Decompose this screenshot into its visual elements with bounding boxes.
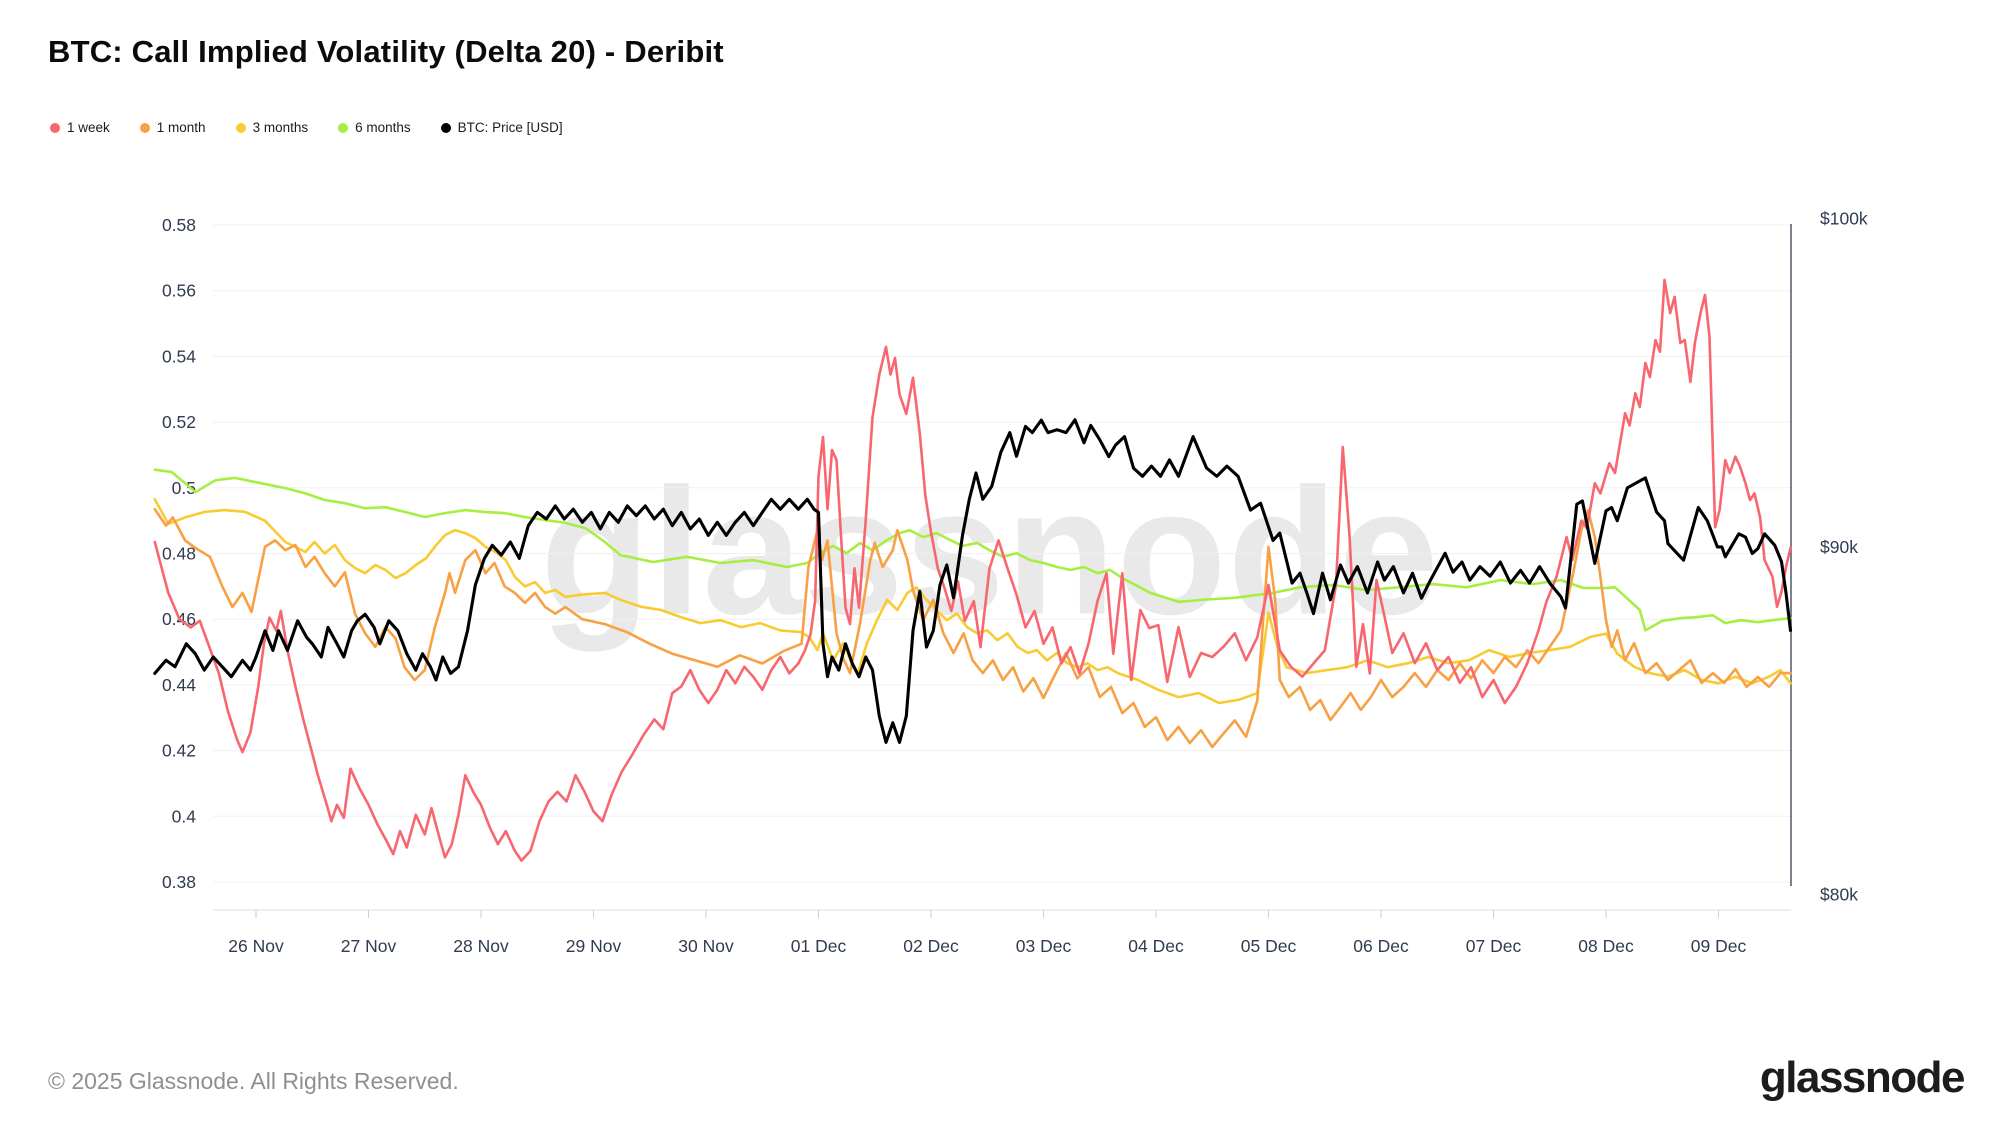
y-axis-tick-label: 0.54	[162, 346, 196, 366]
x-axis-tick-label: 02 Dec	[903, 936, 959, 956]
y-axis-tick-label: 0.56	[162, 281, 196, 301]
legend-dot-1-month	[139, 122, 150, 133]
x-axis-tick-label: 01 Dec	[791, 936, 847, 956]
legend-label: 3 months	[252, 120, 309, 135]
legend-item-1-week[interactable]: 1 week	[50, 120, 110, 135]
price-axis-tick-label: $100k	[1820, 208, 1868, 228]
x-axis-tick-label: 07 Dec	[1466, 936, 1522, 956]
chart-title: BTC: Call Implied Volatility (Delta 20) …	[48, 34, 724, 69]
legend-label: BTC: Price [USD]	[457, 120, 563, 135]
legend-label: 6 months	[355, 120, 411, 135]
y-axis-tick-label: 0.4	[172, 806, 197, 826]
price-axis-tick-label: $90k	[1820, 537, 1858, 557]
series-line-1-month	[153, 507, 1792, 749]
x-axis-tick-label: 29 Nov	[566, 936, 622, 956]
legend-dot-6-months	[338, 122, 349, 133]
x-axis-tick-label: 30 Nov	[678, 936, 734, 956]
y-axis-tick-label: 0.48	[162, 544, 196, 564]
price-axis-tick-label: $80k	[1820, 884, 1858, 904]
legend-item-3-months[interactable]: 3 months	[235, 120, 309, 135]
y-axis-tick-label: 0.42	[162, 741, 196, 761]
legend-dot-btc-price-usd	[440, 122, 451, 133]
legend-dot-3-months	[235, 122, 246, 133]
x-axis-tick-label: 28 Nov	[453, 936, 509, 956]
legend-dot-1-week	[50, 122, 60, 133]
y-axis-tick-label: 0.38	[162, 872, 196, 892]
legend-label: 1 month	[156, 120, 206, 135]
series-line-btc-price-usd	[153, 418, 1793, 744]
copyright-text: © 2025 Glassnode. All Rights Reserved.	[48, 1068, 459, 1094]
legend: 1 week 1 month 3 months 6 months BTC: Price …	[50, 120, 563, 135]
x-axis-tick-label: 26 Nov	[228, 936, 284, 956]
x-axis-tick-label: 09 Dec	[1691, 936, 1747, 956]
x-axis-tick-label: 06 Dec	[1353, 936, 1409, 956]
legend-item-btc-price-usd[interactable]: BTC: Price [USD]	[440, 120, 563, 135]
x-axis-tick-label: 27 Nov	[341, 936, 397, 956]
y-axis-tick-label: 0.5	[172, 478, 196, 498]
y-axis-tick-label: 0.58	[162, 215, 196, 235]
x-axis-tick-label: 05 Dec	[1241, 936, 1297, 956]
x-axis-tick-label: 03 Dec	[1016, 936, 1072, 956]
y-axis-tick-label: 0.44	[162, 675, 196, 695]
legend-item-6-months[interactable]: 6 months	[338, 120, 411, 135]
glassnode-logo: glassnode	[1759, 1053, 1966, 1102]
x-axis-tick-label: 08 Dec	[1578, 936, 1634, 956]
x-axis-tick-label: 04 Dec	[1128, 936, 1184, 956]
y-axis-tick-label: 0.52	[162, 412, 196, 432]
legend-label: 1 week	[67, 120, 110, 135]
legend-item-1-month[interactable]: 1 month	[139, 120, 206, 135]
series-line-1-week	[153, 278, 1792, 862]
